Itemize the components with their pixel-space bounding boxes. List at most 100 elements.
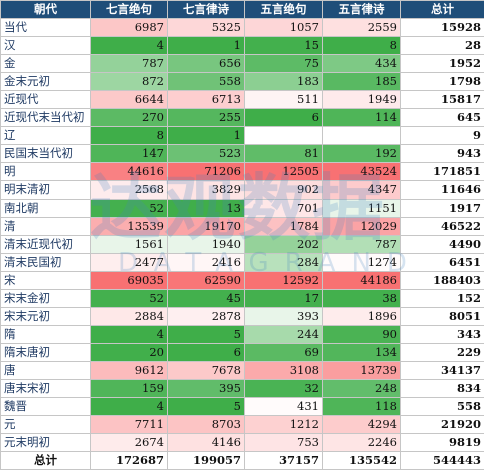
value-cell[interactable]: 71206 bbox=[168, 163, 245, 181]
value-cell[interactable]: 114 bbox=[323, 109, 401, 127]
dynasty-cell[interactable]: 当代 bbox=[1, 19, 91, 37]
value-cell[interactable]: 4347 bbox=[323, 181, 401, 199]
value-cell[interactable]: 38 bbox=[323, 289, 401, 307]
dynasty-cell[interactable]: 清 bbox=[1, 217, 91, 235]
row-total-cell[interactable]: 645 bbox=[401, 109, 484, 127]
row-total-cell[interactable]: 152 bbox=[401, 289, 484, 307]
value-cell[interactable]: 8 bbox=[91, 127, 168, 145]
row-total-cell[interactable]: 1952 bbox=[401, 55, 484, 73]
value-cell[interactable]: 1561 bbox=[91, 235, 168, 253]
value-cell[interactable]: 52 bbox=[91, 289, 168, 307]
value-cell[interactable]: 62590 bbox=[168, 271, 245, 289]
value-cell[interactable]: 52 bbox=[91, 199, 168, 217]
value-cell[interactable] bbox=[323, 127, 401, 145]
value-cell[interactable]: 134 bbox=[323, 343, 401, 361]
value-cell[interactable]: 192 bbox=[323, 145, 401, 163]
value-cell[interactable] bbox=[245, 127, 323, 145]
value-cell[interactable]: 1151 bbox=[323, 199, 401, 217]
dynasty-cell[interactable]: 唐末宋初 bbox=[1, 379, 91, 397]
dynasty-cell[interactable]: 宋末元初 bbox=[1, 307, 91, 325]
value-cell[interactable]: 787 bbox=[323, 235, 401, 253]
value-cell[interactable]: 32 bbox=[245, 379, 323, 397]
value-cell[interactable]: 1274 bbox=[323, 253, 401, 271]
value-cell[interactable]: 118 bbox=[323, 398, 401, 416]
value-cell[interactable]: 4 bbox=[91, 398, 168, 416]
row-total-cell[interactable]: 1798 bbox=[401, 73, 484, 91]
value-cell[interactable]: 15 bbox=[245, 37, 323, 55]
row-total-cell[interactable]: 8051 bbox=[401, 307, 484, 325]
dynasty-cell[interactable]: 隋 bbox=[1, 325, 91, 343]
dynasty-cell[interactable]: 近现代末当代初 bbox=[1, 109, 91, 127]
grand-total-cell[interactable]: 544443 bbox=[401, 452, 484, 470]
column-total-cell[interactable]: 135542 bbox=[323, 452, 401, 470]
dynasty-cell[interactable]: 辽 bbox=[1, 127, 91, 145]
row-total-cell[interactable]: 21920 bbox=[401, 416, 484, 434]
column-total-cell[interactable]: 199057 bbox=[168, 452, 245, 470]
value-cell[interactable]: 17 bbox=[245, 289, 323, 307]
row-total-cell[interactable]: 229 bbox=[401, 343, 484, 361]
row-total-cell[interactable]: 4490 bbox=[401, 235, 484, 253]
value-cell[interactable]: 5 bbox=[168, 325, 245, 343]
value-cell[interactable]: 248 bbox=[323, 379, 401, 397]
row-total-cell[interactable]: 11646 bbox=[401, 181, 484, 199]
value-cell[interactable]: 1896 bbox=[323, 307, 401, 325]
value-cell[interactable]: 701 bbox=[245, 199, 323, 217]
value-cell[interactable]: 159 bbox=[91, 379, 168, 397]
dynasty-cell[interactable]: 南北朝 bbox=[1, 199, 91, 217]
row-total-cell[interactable]: 34137 bbox=[401, 361, 484, 379]
value-cell[interactable]: 75 bbox=[245, 55, 323, 73]
value-cell[interactable]: 902 bbox=[245, 181, 323, 199]
value-cell[interactable]: 1212 bbox=[245, 416, 323, 434]
column-total-cell[interactable]: 37157 bbox=[245, 452, 323, 470]
value-cell[interactable]: 44616 bbox=[91, 163, 168, 181]
value-cell[interactable]: 7711 bbox=[91, 416, 168, 434]
value-cell[interactable]: 431 bbox=[245, 398, 323, 416]
value-cell[interactable]: 434 bbox=[323, 55, 401, 73]
value-cell[interactable]: 2416 bbox=[168, 253, 245, 271]
value-cell[interactable]: 255 bbox=[168, 109, 245, 127]
dynasty-cell[interactable]: 宋 bbox=[1, 271, 91, 289]
value-cell[interactable]: 1940 bbox=[168, 235, 245, 253]
value-cell[interactable]: 284 bbox=[245, 253, 323, 271]
value-cell[interactable]: 5 bbox=[168, 398, 245, 416]
row-total-cell[interactable]: 1917 bbox=[401, 199, 484, 217]
value-cell[interactable]: 1 bbox=[168, 37, 245, 55]
value-cell[interactable]: 4146 bbox=[168, 434, 245, 452]
value-cell[interactable]: 202 bbox=[245, 235, 323, 253]
value-cell[interactable]: 2674 bbox=[91, 434, 168, 452]
value-cell[interactable]: 13539 bbox=[91, 217, 168, 235]
value-cell[interactable]: 270 bbox=[91, 109, 168, 127]
value-cell[interactable]: 8703 bbox=[168, 416, 245, 434]
row-total-cell[interactable]: 6451 bbox=[401, 253, 484, 271]
dynasty-cell[interactable]: 唐 bbox=[1, 361, 91, 379]
header-cell[interactable]: 总计 bbox=[401, 1, 484, 19]
value-cell[interactable]: 69 bbox=[245, 343, 323, 361]
value-cell[interactable]: 787 bbox=[91, 55, 168, 73]
value-cell[interactable]: 6 bbox=[245, 109, 323, 127]
value-cell[interactable]: 4 bbox=[91, 325, 168, 343]
dynasty-cell[interactable]: 隋末唐初 bbox=[1, 343, 91, 361]
value-cell[interactable]: 44186 bbox=[323, 271, 401, 289]
dynasty-cell[interactable]: 金 bbox=[1, 55, 91, 73]
header-cell[interactable]: 五言绝句 bbox=[245, 1, 323, 19]
value-cell[interactable]: 2559 bbox=[323, 19, 401, 37]
value-cell[interactable]: 6987 bbox=[91, 19, 168, 37]
value-cell[interactable]: 3829 bbox=[168, 181, 245, 199]
value-cell[interactable]: 5325 bbox=[168, 19, 245, 37]
value-cell[interactable]: 12592 bbox=[245, 271, 323, 289]
row-total-cell[interactable]: 15817 bbox=[401, 91, 484, 109]
value-cell[interactable]: 69035 bbox=[91, 271, 168, 289]
